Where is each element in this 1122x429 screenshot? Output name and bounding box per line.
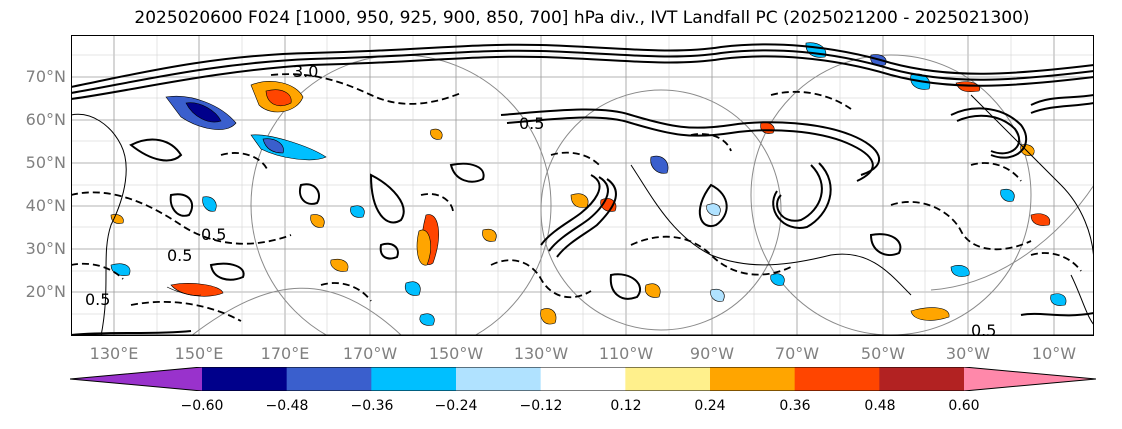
colorbar-tick-label: 0.12 bbox=[610, 398, 642, 414]
colorbar-segment bbox=[286, 367, 372, 391]
colorbar-extension-low bbox=[70, 367, 202, 391]
map-panel: 3.0 0.5 0.5 0.5 0.5 0.5 bbox=[71, 35, 1094, 336]
lat-label-50n: 50°N bbox=[25, 153, 66, 172]
colorbar-tick-label: −0.36 bbox=[350, 398, 394, 414]
lon-label-50w: 50°W bbox=[860, 344, 906, 363]
contour-label: 0.5 bbox=[971, 321, 996, 336]
colorbar-segment bbox=[202, 367, 288, 391]
contour-label: 0.5 bbox=[201, 225, 226, 244]
colorbar-segment bbox=[625, 367, 711, 391]
colorbar-segment bbox=[456, 367, 542, 391]
lon-label-30w: 30°W bbox=[945, 344, 991, 363]
contour-label: 0.5 bbox=[167, 246, 192, 265]
lon-label-170w: 170°W bbox=[342, 344, 398, 363]
lon-label-70w: 70°W bbox=[774, 344, 820, 363]
lat-label-20n: 20°N bbox=[25, 282, 66, 301]
colorbar-segment bbox=[540, 367, 626, 391]
contour-label: 0.5 bbox=[85, 290, 110, 309]
colorbar-segment bbox=[710, 367, 796, 391]
colorbar-extension-high bbox=[964, 367, 1096, 391]
colorbar bbox=[70, 367, 1096, 391]
figure-title: 2025020600 F024 [1000, 950, 925, 900, 85… bbox=[134, 8, 1030, 28]
contour-label: 0.5 bbox=[519, 114, 544, 133]
lon-label-110w: 110°W bbox=[598, 344, 654, 363]
colorbar-segment bbox=[794, 367, 880, 391]
colorbar-tick-label: 0.48 bbox=[864, 398, 896, 414]
lon-label-130e: 130°E bbox=[89, 344, 139, 363]
colorbar-tick-label: −0.48 bbox=[265, 398, 309, 414]
lon-label-150e: 150°E bbox=[174, 344, 224, 363]
divergence-contours-solid bbox=[71, 43, 1094, 336]
lat-label-70n: 70°N bbox=[25, 67, 66, 86]
lat-label-60n: 60°N bbox=[25, 110, 66, 129]
colorbar-tick-label: −0.60 bbox=[180, 398, 224, 414]
contour-labels: 3.0 0.5 0.5 0.5 0.5 0.5 bbox=[85, 62, 996, 336]
lat-label-30n: 30°N bbox=[25, 239, 66, 258]
colorbar-tick-label: 0.36 bbox=[779, 398, 811, 414]
lon-label-10w: 10°W bbox=[1031, 344, 1077, 363]
lon-label-130w: 130°W bbox=[513, 344, 569, 363]
divergence-contours-dashed bbox=[71, 73, 1082, 322]
colorbar-segment bbox=[879, 367, 965, 391]
colorbar-tick-label: 0.24 bbox=[694, 398, 726, 414]
anomaly-fill-patches bbox=[110, 42, 1067, 326]
lon-label-150w: 150°W bbox=[428, 344, 484, 363]
colorbar-tick-label: −0.12 bbox=[519, 398, 563, 414]
contour-label: 3.0 bbox=[293, 62, 318, 81]
lon-label-170e: 170°E bbox=[260, 344, 310, 363]
colorbar-tick-label: −0.24 bbox=[434, 398, 478, 414]
lon-label-90w: 90°W bbox=[689, 344, 735, 363]
lat-label-40n: 40°N bbox=[25, 196, 66, 215]
colorbar-segment bbox=[371, 367, 457, 391]
colorbar-tick-label: 0.60 bbox=[948, 398, 980, 414]
